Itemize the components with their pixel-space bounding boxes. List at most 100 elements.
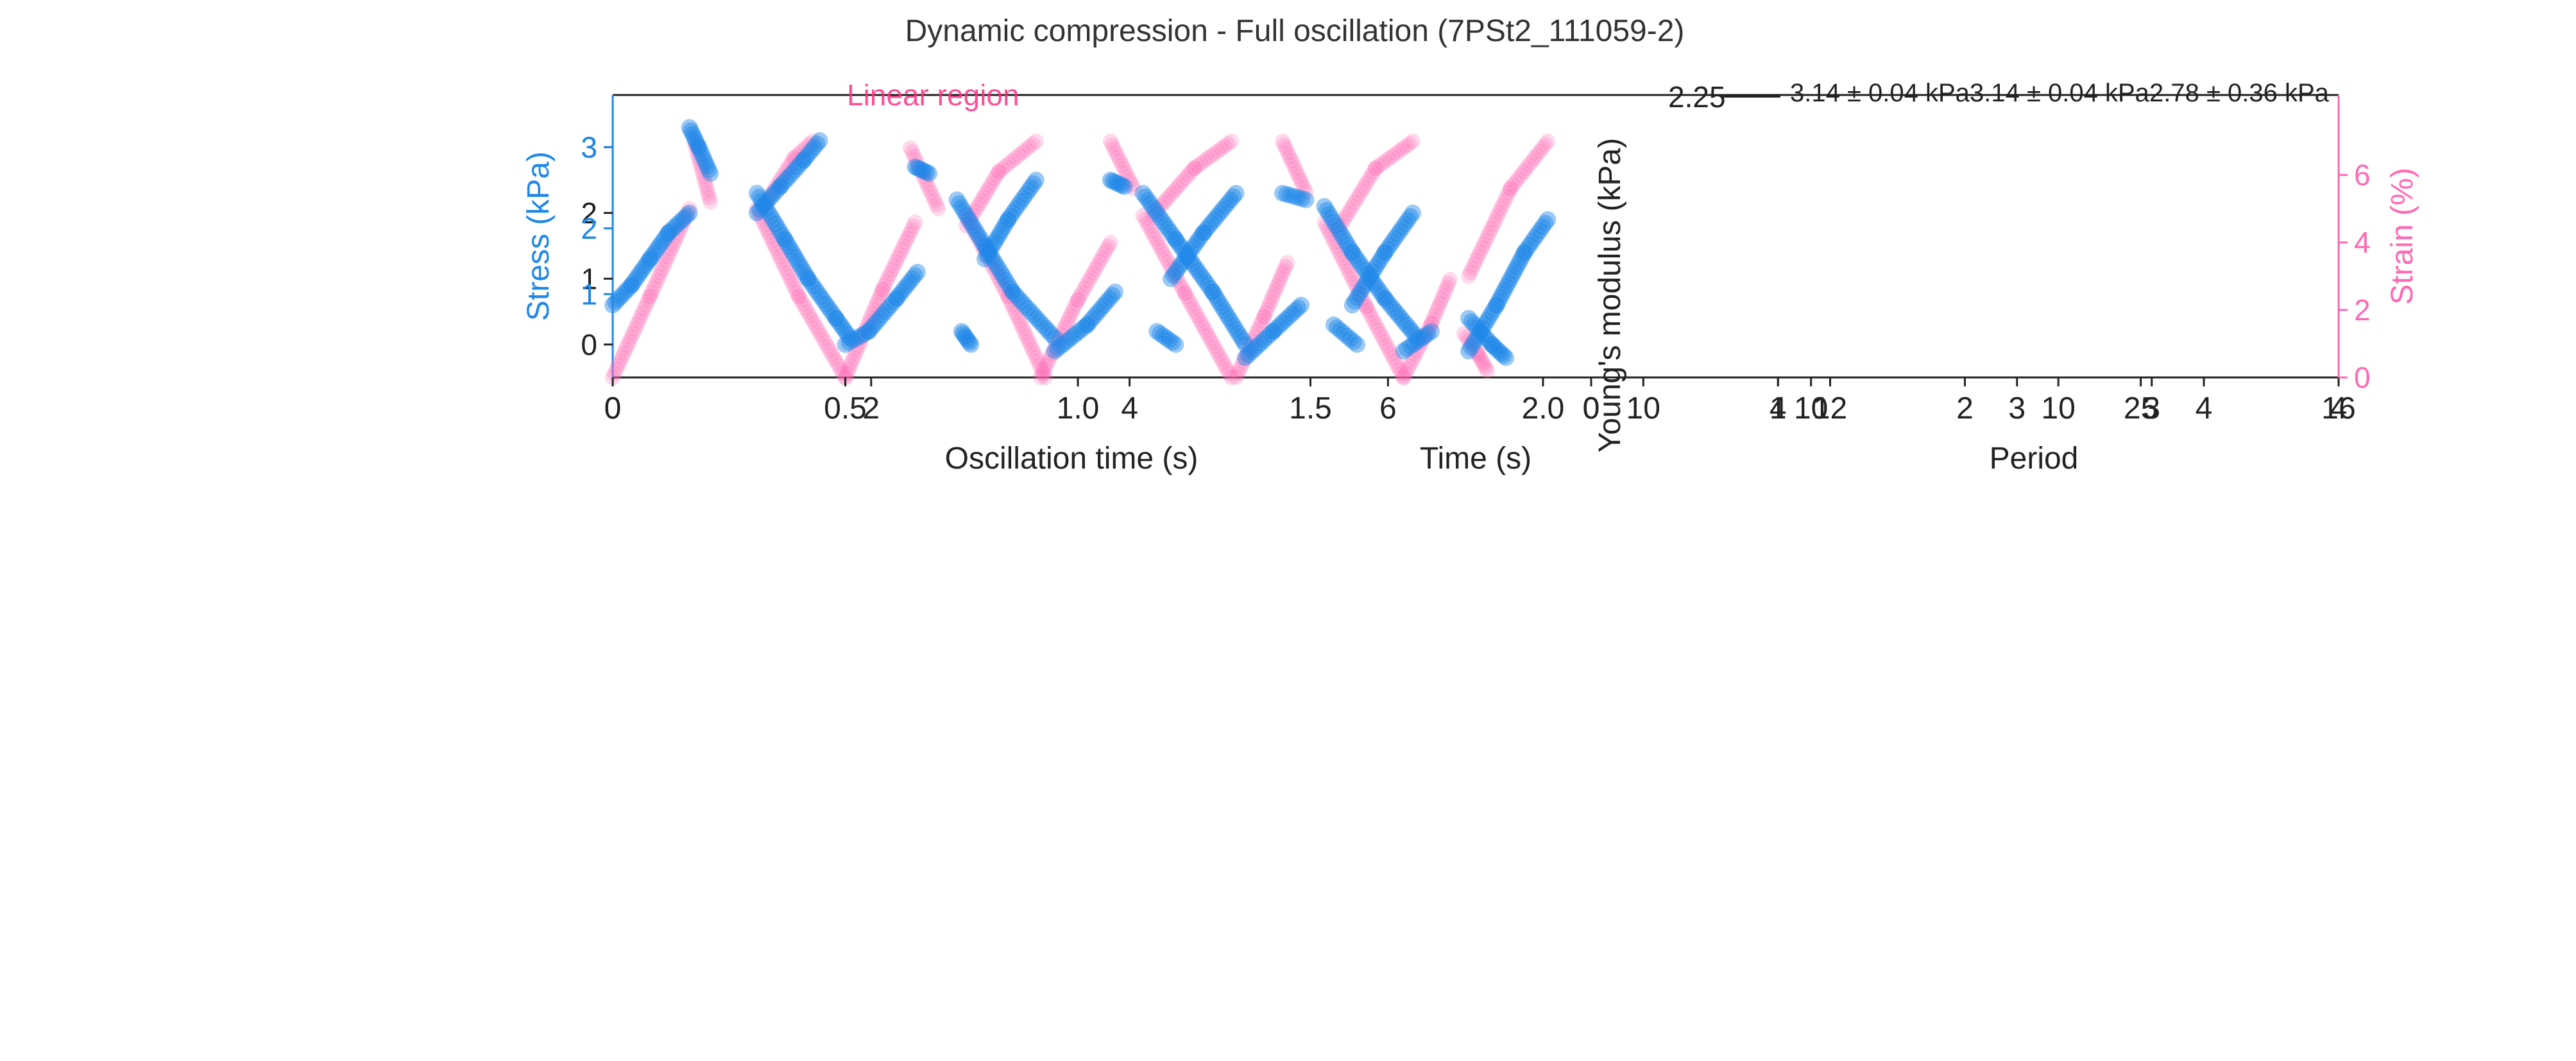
stress-point [623, 277, 640, 294]
strain-point [1216, 138, 1233, 154]
strain-point [1291, 168, 1307, 184]
stress-point [1519, 240, 1535, 257]
strain-point [1370, 322, 1386, 338]
strain-point [1349, 279, 1364, 295]
strain-point [1360, 302, 1376, 318]
strain-point [1415, 331, 1431, 347]
strain-point [1276, 263, 1292, 279]
stress-point [1025, 175, 1042, 193]
strain-point [1059, 315, 1075, 331]
stress-point [1046, 329, 1063, 347]
stress-point [916, 162, 933, 180]
strain-point [1224, 134, 1240, 150]
stress-point [1376, 244, 1394, 261]
strain-point [779, 161, 795, 177]
strain-point [849, 341, 865, 358]
stress-point [1004, 283, 1021, 300]
strain-point [1387, 354, 1403, 370]
stress-point [985, 236, 1002, 254]
strain-point [618, 341, 634, 357]
strain-point [694, 164, 710, 180]
youngs-ylabel: Young's modulus (kPa) [1593, 138, 1627, 453]
strain-point [1326, 234, 1342, 250]
stress-point [988, 256, 1005, 273]
strain-point [928, 196, 944, 212]
stress-point [1075, 319, 1093, 336]
strain-ytick-label: 2 [2354, 293, 2371, 327]
strain-point [1066, 300, 1082, 316]
stress-point [791, 255, 808, 273]
strain-point [1239, 345, 1255, 361]
strain-point [1173, 277, 1189, 293]
strain-point [1100, 238, 1116, 254]
strain-point [1247, 329, 1263, 345]
strain-point [903, 222, 919, 238]
strain-point [1535, 140, 1550, 156]
strain-point [1271, 274, 1287, 290]
stress-point [1219, 194, 1236, 212]
stress-point [1180, 245, 1197, 263]
stress-point [903, 270, 921, 288]
strain-point [1373, 326, 1389, 342]
strain-point [1361, 171, 1377, 187]
stress-point [852, 327, 869, 345]
stress-point [769, 181, 786, 198]
stress-point [1483, 304, 1501, 322]
strain-point [1002, 293, 1018, 309]
stress-point [868, 313, 885, 330]
stress-point [1194, 269, 1211, 286]
stress-point [1500, 274, 1517, 291]
stress-point [1537, 214, 1554, 232]
strain-point [898, 234, 914, 250]
strain-point [1363, 168, 1379, 184]
strain-point [1540, 134, 1556, 150]
strain-point [991, 164, 1007, 180]
stress-point [799, 270, 817, 288]
stress-point [1390, 306, 1407, 323]
strain-point [1021, 333, 1037, 349]
strain-point [1266, 286, 1282, 302]
strain-point [1145, 207, 1160, 223]
strain-point [1335, 250, 1351, 266]
strain-point [826, 350, 842, 366]
stress-point [1177, 249, 1195, 266]
strain-point [1317, 214, 1333, 230]
stress-point [1374, 248, 1391, 265]
stress-point [1412, 330, 1429, 347]
stress-y-ticks: 0 1 2 3 [581, 130, 613, 361]
strain-point [844, 354, 860, 370]
strain-point [1461, 268, 1476, 284]
strain-point [612, 353, 628, 369]
strain-point [676, 212, 692, 229]
stress-point [1376, 290, 1394, 307]
strain-point [1529, 147, 1545, 163]
strain-point [1190, 158, 1206, 174]
stress-point [898, 277, 916, 294]
stress-point [658, 227, 675, 245]
strain-point [1046, 342, 1062, 358]
stress-point [1403, 323, 1420, 340]
stress-point [834, 320, 851, 337]
stress-point [948, 191, 966, 209]
strain-point [1177, 285, 1193, 301]
strain-point [1200, 150, 1216, 166]
strain-point [1472, 245, 1488, 260]
stress-point [1240, 346, 1257, 363]
strain-point [787, 280, 803, 297]
strain-point [903, 140, 918, 156]
strain-point [1028, 349, 1044, 365]
stress-point [700, 161, 717, 178]
strain-point [840, 361, 857, 377]
strain-point [760, 191, 776, 206]
strain-point [1352, 286, 1369, 302]
youngs-xtick-c-label: 10 [1794, 392, 1828, 426]
stress-point [1223, 313, 1240, 331]
strain-point [795, 296, 811, 312]
stress-point [1512, 252, 1529, 268]
stress-point [1101, 290, 1118, 307]
strain-point [1346, 275, 1362, 291]
strain-point [1033, 370, 1048, 385]
stress-point [1271, 317, 1288, 334]
strain-point [996, 280, 1012, 297]
strain-point [631, 313, 647, 329]
